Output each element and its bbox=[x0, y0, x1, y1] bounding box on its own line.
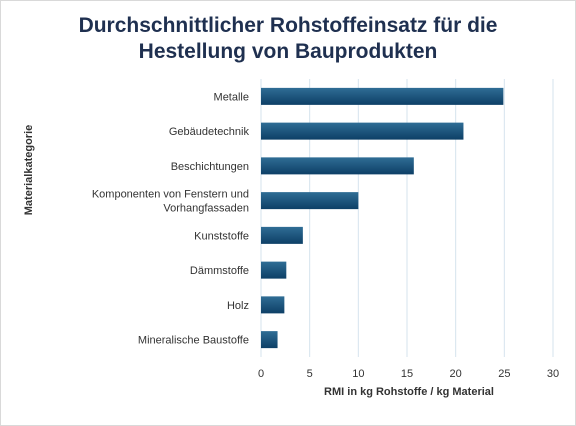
chart-title: Durchschnittlicher Rohstoffeinsatz für d… bbox=[79, 14, 498, 63]
x-axis-title: RMI in kg Rohstoffe / kg Material bbox=[324, 386, 494, 398]
bar bbox=[261, 261, 287, 279]
x-tick-label: 0 bbox=[258, 368, 264, 380]
bar bbox=[261, 331, 278, 349]
bar bbox=[261, 122, 464, 140]
gridlines bbox=[260, 79, 554, 357]
category-label: Mineralische Baustoffe bbox=[138, 335, 249, 347]
bars bbox=[261, 87, 504, 349]
category-label: Kunststoffe bbox=[194, 230, 249, 242]
bar bbox=[261, 157, 414, 175]
x-tick-label: 25 bbox=[498, 368, 510, 380]
bar bbox=[261, 87, 504, 105]
category-label: Beschichtungen bbox=[171, 161, 249, 173]
y-axis-title: Materialkategorie bbox=[23, 125, 35, 215]
bar bbox=[261, 226, 303, 244]
bar bbox=[261, 296, 285, 314]
category-labels: Metalle Gebäudetechnik Beschichtungen Kompo… bbox=[92, 91, 250, 346]
x-tick-label: 10 bbox=[352, 368, 364, 380]
x-tick-labels: 0 5 10 15 20 25 30 bbox=[258, 368, 559, 380]
category-label: Dämmstoffe bbox=[190, 265, 249, 277]
x-tick-label: 20 bbox=[450, 368, 462, 380]
x-tick-label: 15 bbox=[401, 368, 413, 380]
category-label: Vorhangfassaden bbox=[163, 203, 249, 215]
category-label: Metalle bbox=[214, 91, 249, 103]
chart-title-line: Hestellung von Bauprodukten bbox=[139, 40, 438, 63]
x-tick-label: 5 bbox=[307, 368, 313, 380]
category-label: Komponenten von Fenstern und bbox=[92, 189, 249, 201]
x-tick-label: 30 bbox=[547, 368, 559, 380]
category-label: Holz bbox=[227, 300, 249, 312]
category-label: Gebäudetechnik bbox=[169, 126, 250, 138]
chart-title-line: Durchschnittlicher Rohstoffeinsatz für d… bbox=[79, 14, 498, 37]
bar bbox=[261, 192, 359, 210]
